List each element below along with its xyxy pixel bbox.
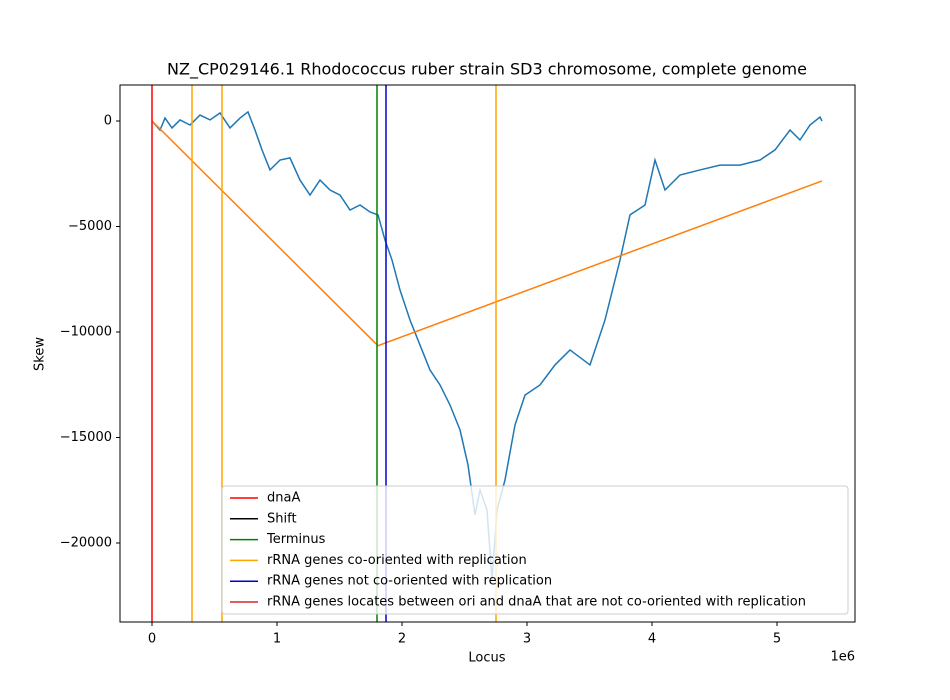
x-tick-label: 4 <box>648 632 656 647</box>
legend-label: rRNA genes not co-oriented with replicat… <box>267 574 552 589</box>
x-tick-label: 3 <box>523 632 531 647</box>
x-tick-label: 2 <box>398 632 406 647</box>
legend-label: dnaA <box>267 491 300 506</box>
legend-label: Terminus <box>266 532 326 547</box>
x-tick-label: 1 <box>273 632 281 647</box>
legend-label: Shift <box>267 511 297 526</box>
legend-label: rRNA genes co-oriented with replication <box>267 553 527 568</box>
plot-frame <box>119 84 856 623</box>
y-tick-label: −15000 <box>60 430 112 445</box>
y-tick-label: −5000 <box>68 219 112 234</box>
y-tick-label: −20000 <box>60 536 112 551</box>
y-tick-label: 0 <box>104 113 112 128</box>
legend-box <box>221 485 849 615</box>
y-axis-label: Skew <box>33 337 48 371</box>
x-axis-label: Locus <box>468 651 505 666</box>
skew-line <box>151 110 823 580</box>
legend-label: rRNA genes locates between ori and dnaA … <box>267 595 806 610</box>
skew-line <box>151 120 823 347</box>
x-tick-label: 5 <box>773 632 781 647</box>
chart-title: NZ_CP029146.1 Rhodococcus ruber strain S… <box>167 60 807 80</box>
y-tick-label: −10000 <box>60 324 112 339</box>
x-offset-label: 1e6 <box>830 650 855 665</box>
x-tick-label: 0 <box>148 632 156 647</box>
